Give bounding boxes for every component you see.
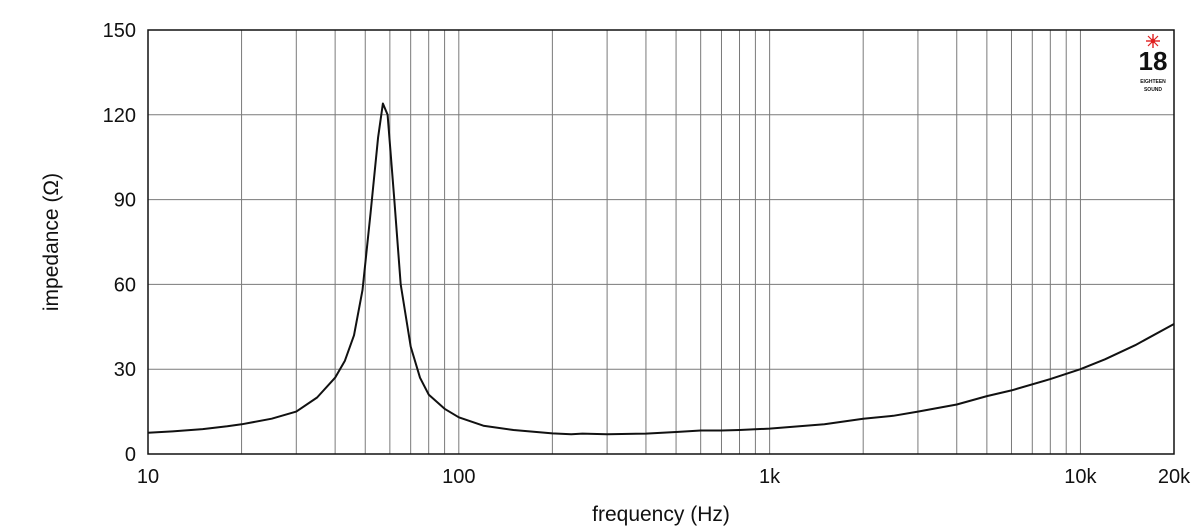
- grid-layer: [148, 30, 1174, 454]
- x-tick-label: 1k: [759, 466, 781, 488]
- star-icon: [1146, 34, 1160, 48]
- y-tick-label: 90: [114, 190, 136, 212]
- y-tick-label: 60: [114, 274, 136, 296]
- y-tick-label: 120: [103, 105, 136, 127]
- y-axis-title: impedance (Ω): [40, 173, 63, 311]
- x-tick-labels: 10 100 1k 10k 20k: [137, 466, 1191, 488]
- y-tick-label: 150: [103, 20, 136, 42]
- plot-frame: [147, 29, 1175, 455]
- x-axis-title: frequency (Hz): [592, 503, 730, 526]
- y-tick-label: 0: [125, 444, 136, 466]
- x-tick-label: 20k: [1158, 466, 1191, 488]
- x-tick-label: 10: [137, 466, 159, 488]
- series-layer: [147, 102, 1175, 436]
- x-tick-label: 10k: [1064, 466, 1097, 488]
- x-tick-label: 100: [442, 466, 475, 488]
- y-tick-label: 30: [114, 359, 136, 381]
- impedance-curve: [147, 102, 1175, 436]
- y-tick-labels: 0 30 60 90 120 150: [103, 20, 136, 466]
- logo-number: 18: [1139, 46, 1168, 76]
- brand-logo: 18 EIGHTEEN SOUND: [1139, 34, 1168, 93]
- logo-subtext-top: EIGHTEEN: [1140, 79, 1166, 85]
- logo-subtext-bottom: SOUND: [1144, 87, 1162, 93]
